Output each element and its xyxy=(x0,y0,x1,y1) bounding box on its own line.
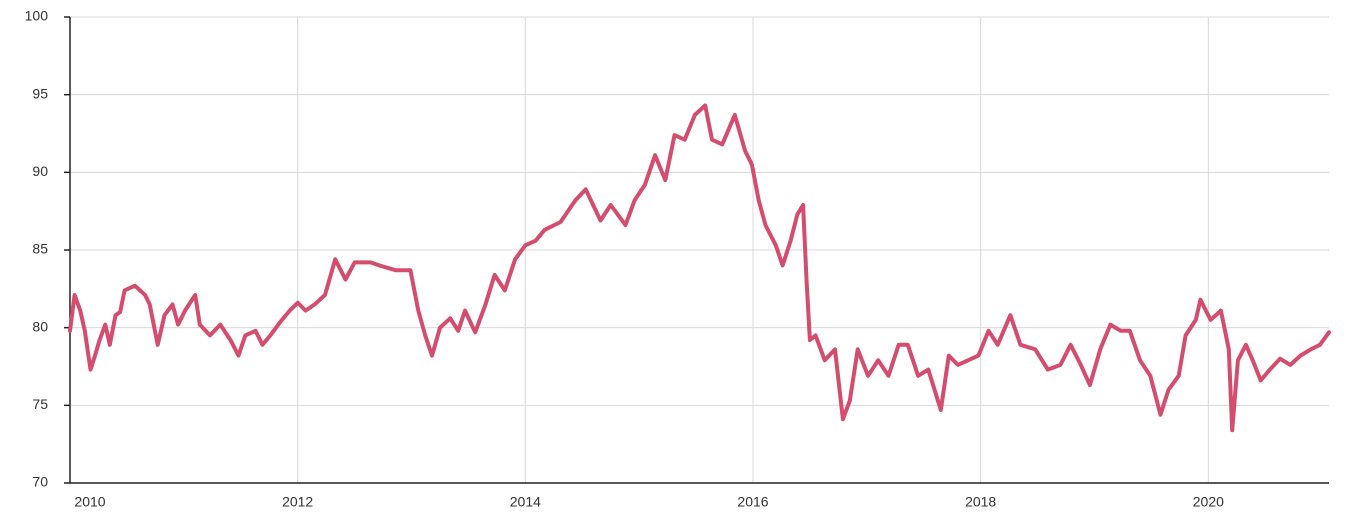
y-tick-label: 100 xyxy=(25,8,49,24)
y-tick-label: 90 xyxy=(32,163,48,179)
y-tick-label: 70 xyxy=(32,474,48,490)
x-tick-label: 2010 xyxy=(74,494,105,510)
x-tick-label: 2014 xyxy=(510,494,541,510)
x-tick-label: 2018 xyxy=(965,494,996,510)
y-tick-label: 75 xyxy=(32,396,48,412)
y-tick-label: 85 xyxy=(32,241,48,257)
line xyxy=(68,103,1331,433)
y-tick-label: 95 xyxy=(32,85,48,101)
x-tick-label: 2012 xyxy=(282,494,313,510)
x-tick-label: 2020 xyxy=(1193,494,1224,510)
y-tick-label: 80 xyxy=(32,318,48,334)
x-tick-label: 2016 xyxy=(737,494,768,510)
